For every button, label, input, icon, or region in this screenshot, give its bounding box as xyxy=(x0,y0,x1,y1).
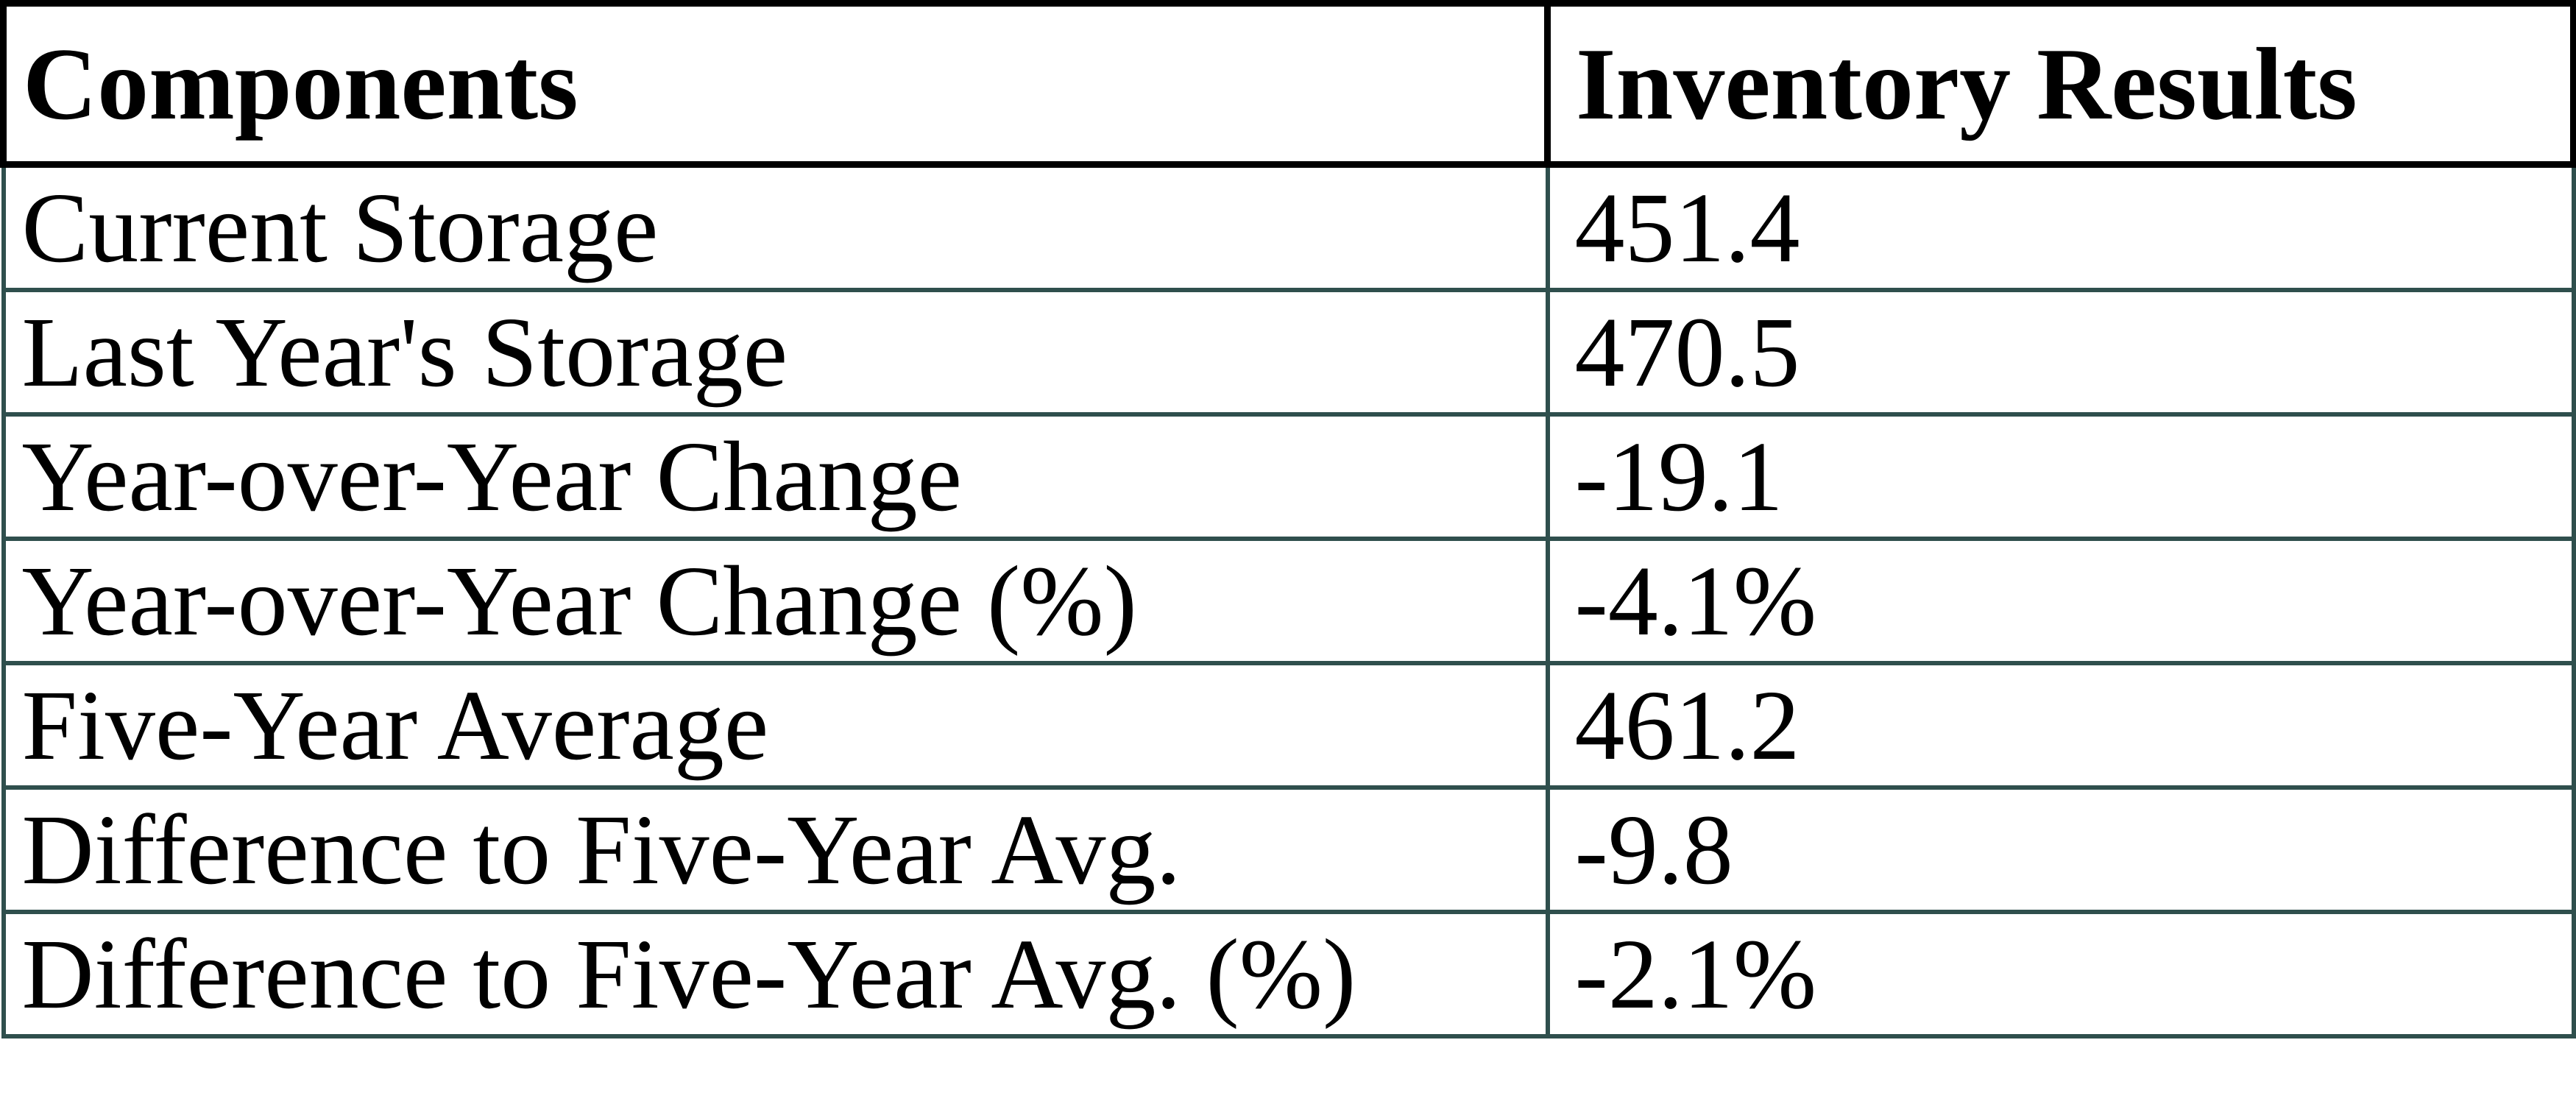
table-row-diff-five-year-avg: Difference to Five-Year Avg. -9.8 xyxy=(1,785,2576,914)
column-header-components: Components xyxy=(0,0,1551,168)
inventory-results-table: Components Inventory Results Current Sto… xyxy=(0,0,2576,1038)
component-cell: Last Year's Storage xyxy=(1,288,1550,417)
header-row: Components Inventory Results xyxy=(0,0,2576,168)
value-cell: -9.8 xyxy=(1545,785,2576,914)
value-cell: -4.1% xyxy=(1545,537,2576,665)
table-row-yoy-change-pct: Year-over-Year Change (%) -4.1% xyxy=(1,537,2576,665)
table-row-current-storage: Current Storage 451.4 xyxy=(1,162,2576,292)
component-cell: Difference to Five-Year Avg. xyxy=(1,785,1550,914)
component-cell: Current Storage xyxy=(1,162,1550,292)
value-cell: 451.4 xyxy=(1545,162,2576,292)
component-cell: Difference to Five-Year Avg. (%) xyxy=(1,910,1550,1038)
table-row-five-year-average: Five-Year Average 461.2 xyxy=(1,661,2576,790)
value-cell: -19.1 xyxy=(1545,412,2576,541)
value-cell: 461.2 xyxy=(1545,661,2576,790)
table-row-diff-five-year-avg-pct: Difference to Five-Year Avg. (%) -2.1% xyxy=(1,910,2576,1038)
value-cell: 470.5 xyxy=(1545,288,2576,417)
component-cell: Five-Year Average xyxy=(1,661,1550,790)
component-cell: Year-over-Year Change xyxy=(1,412,1550,541)
table-row-yoy-change: Year-over-Year Change -19.1 xyxy=(1,412,2576,541)
table-row-last-years-storage: Last Year's Storage 470.5 xyxy=(1,288,2576,417)
value-cell: -2.1% xyxy=(1545,910,2576,1038)
component-cell: Year-over-Year Change (%) xyxy=(1,537,1550,665)
column-header-inventory-results: Inventory Results xyxy=(1544,0,2576,168)
